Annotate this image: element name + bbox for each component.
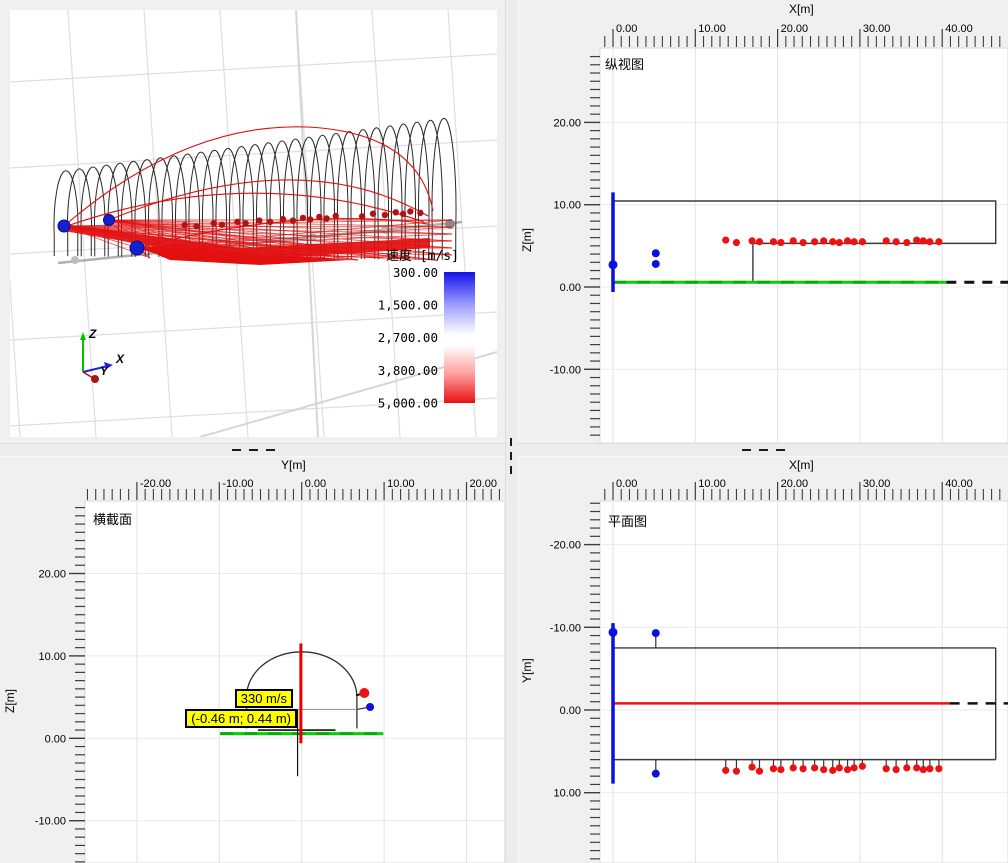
svg-text:-20.00: -20.00 <box>140 478 171 490</box>
svg-text:-10.00: -10.00 <box>222 478 253 490</box>
panel-3d-view[interactable]: Z X Y 300.00 1,500.00 2,700.00 3,800.00 5,000.0… <box>0 0 505 443</box>
svg-text:-10.00: -10.00 <box>35 816 66 828</box>
svg-text:X: X <box>115 352 125 366</box>
panel-plan-view[interactable]: 0.00 10.00 20.00 30.00 40.00 -20.00 -10.00 0.00… <box>517 455 1008 863</box>
svg-text:30.00: 30.00 <box>863 23 891 35</box>
position-tooltip: (-0.46 m; 0.44 m) <box>185 709 297 728</box>
x-ruler: 0.00 10.00 20.00 30.00 40.00 <box>604 23 1001 47</box>
svg-text:0.00: 0.00 <box>45 733 66 745</box>
horizontal-splitter-right[interactable] <box>517 443 1008 457</box>
perspective-grid <box>10 10 497 437</box>
splitter-grip[interactable] <box>232 449 275 451</box>
svg-text:10.00: 10.00 <box>553 788 581 800</box>
horizontal-splitter-left[interactable] <box>0 443 505 457</box>
splitter-grip[interactable] <box>510 438 512 474</box>
gridlines <box>85 501 505 863</box>
panel-longitudinal-view[interactable]: 0.00 10.00 20.00 30.00 40.00 -10.00 0.00 10.00 2… <box>517 0 1008 443</box>
svg-text:0.00: 0.00 <box>560 705 581 717</box>
qcross-canvas[interactable]: -20.00 -10.00 0.00 10.00 20.00 -10.00 0.00 10.0… <box>0 455 505 863</box>
y-axis-title: Y[m] <box>520 658 534 683</box>
panel-title-plan: 平面图 <box>608 514 648 529</box>
svg-text:0.00: 0.00 <box>616 478 637 490</box>
x-axis-title: X[m] <box>789 2 814 16</box>
svg-text:0.00: 0.00 <box>560 282 581 294</box>
y-ruler: -10.00 0.00 10.00 20.00 <box>35 506 85 863</box>
svg-text:20.00: 20.00 <box>38 569 66 581</box>
svg-text:2,700.00: 2,700.00 <box>378 330 438 345</box>
panel-title-longitudinal: 纵视图 <box>605 57 645 72</box>
axis-triad: Z XY <box>80 327 125 383</box>
velocity-legend: 300.00 1,500.00 2,700.00 3,800.00 5,000.00 <box>378 265 475 410</box>
svg-text:0.00: 0.00 <box>616 23 637 35</box>
velocity-tooltip: 330 m/s <box>234 689 293 708</box>
svg-text:-10.00: -10.00 <box>550 364 581 376</box>
svg-text:0.00: 0.00 <box>305 478 326 490</box>
svg-text:10.00: 10.00 <box>698 23 726 35</box>
splitter-grip[interactable] <box>742 449 785 451</box>
z-axis-title: Z[m] <box>3 689 17 713</box>
svg-text:10.00: 10.00 <box>698 478 726 490</box>
view3d-canvas[interactable]: Z XY 300.00 1,500.00 2,700.00 3,800.00 5,000.0… <box>0 0 505 443</box>
y-ruler: -20.00 -10.00 0.00 10.00 <box>550 502 600 860</box>
svg-text:300.00: 300.00 <box>393 265 438 280</box>
svg-text:20.00: 20.00 <box>470 478 498 490</box>
velocity-legend-title: 速度 [m/s] <box>386 249 459 264</box>
blast-rays <box>63 126 453 265</box>
svg-text:20.00: 20.00 <box>781 23 809 35</box>
panel-cross-section[interactable]: -20.00 -10.00 0.00 10.00 20.00 -10.00 0.00 10.0… <box>0 455 505 863</box>
svg-text:20.00: 20.00 <box>781 478 809 490</box>
svg-text:Z: Z <box>88 327 97 341</box>
x-axis-title: X[m] <box>789 458 814 472</box>
plot-geometry <box>608 623 1008 784</box>
x-ruler: 0.00 10.00 20.00 30.00 40.00 <box>604 478 1001 500</box>
svg-text:Y: Y <box>100 364 109 378</box>
scene-3d <box>53 117 463 265</box>
svg-text:3,800.00: 3,800.00 <box>378 363 438 378</box>
svg-text:40.00: 40.00 <box>945 478 973 490</box>
svg-text:30.00: 30.00 <box>863 478 891 490</box>
svg-text:1,500.00: 1,500.00 <box>378 298 438 313</box>
y-ruler: -10.00 0.00 10.00 20.00 <box>550 55 600 436</box>
plot-geometry <box>608 192 1008 292</box>
legend-colorbar <box>444 272 475 403</box>
svg-text:-10.00: -10.00 <box>550 622 581 634</box>
svg-text:-20.00: -20.00 <box>550 540 581 552</box>
qlong-canvas[interactable]: 0.00 10.00 20.00 30.00 40.00 -10.00 0.00 10.00 2… <box>517 0 1008 443</box>
vertical-splitter[interactable] <box>505 0 519 863</box>
y-axis-title: Y[m] <box>281 458 306 472</box>
x-ruler: -20.00 -10.00 0.00 10.00 20.00 <box>86 478 501 500</box>
gridlines <box>600 48 1008 443</box>
svg-text:40.00: 40.00 <box>945 23 973 35</box>
plot-area[interactable] <box>84 500 505 863</box>
plot-area[interactable] <box>599 500 1008 863</box>
z-axis-title: Z[m] <box>520 228 534 252</box>
svg-text:10.00: 10.00 <box>38 651 66 663</box>
svg-text:10.00: 10.00 <box>553 200 581 212</box>
svg-text:20.00: 20.00 <box>553 117 581 129</box>
svg-text:10.00: 10.00 <box>387 478 415 490</box>
qplan-canvas[interactable]: 0.00 10.00 20.00 30.00 40.00 -20.00 -10.00 0.00… <box>517 455 1008 863</box>
svg-text:5,000.00: 5,000.00 <box>378 395 438 410</box>
panel-title-cross-section: 横截面 <box>93 512 133 527</box>
plot-geometry <box>220 643 384 777</box>
